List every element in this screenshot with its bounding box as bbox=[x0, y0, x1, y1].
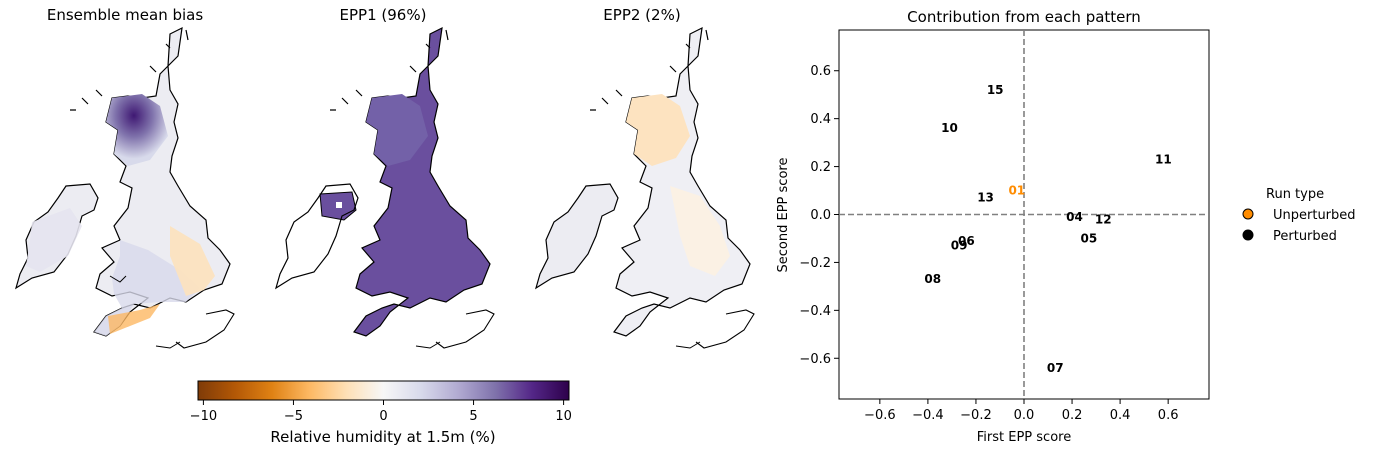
point-label-04: 04 bbox=[1066, 210, 1083, 224]
legend-marker-unperturbed bbox=[1242, 208, 1254, 220]
y-tick-label: 0.0 bbox=[810, 208, 831, 223]
legend: Run type Unperturbed Perturbed bbox=[1242, 187, 1356, 244]
legend-title: Run type bbox=[1266, 187, 1324, 202]
map-ensemble-mean-bias bbox=[14, 26, 235, 349]
point-label-05: 05 bbox=[1081, 231, 1098, 245]
point-label-08: 08 bbox=[924, 272, 941, 286]
point-label-10: 10 bbox=[941, 121, 958, 135]
x-tick-label: 0.2 bbox=[1062, 408, 1083, 423]
y-tick-label: −0.2 bbox=[799, 256, 831, 271]
x-axis-label: First EPP score bbox=[977, 430, 1071, 445]
point-label-13: 13 bbox=[977, 191, 994, 205]
point-label-09: 09 bbox=[951, 239, 968, 253]
x-tick-label: 0.4 bbox=[1110, 408, 1131, 423]
point-label-15: 15 bbox=[987, 83, 1004, 97]
y-tick-label: −0.6 bbox=[799, 352, 831, 367]
legend-marker-perturbed bbox=[1242, 229, 1254, 241]
map-title-epp1: EPP1 (96%) bbox=[339, 6, 427, 24]
map-title-ensemble-mean-bias: Ensemble mean bias bbox=[46, 6, 204, 24]
y-tick-label: −0.4 bbox=[799, 304, 831, 319]
map-epp2 bbox=[534, 26, 755, 349]
y-axis-label: Second EPP score bbox=[776, 158, 791, 273]
map-title-epp2: EPP2 (2%) bbox=[603, 6, 681, 24]
x-tick-label: −0.2 bbox=[960, 408, 992, 423]
y-tick-label: 0.4 bbox=[810, 112, 831, 127]
legend-label-unperturbed: Unperturbed bbox=[1273, 208, 1356, 223]
y-tick-label: 0.6 bbox=[810, 64, 831, 79]
point-label-11: 11 bbox=[1155, 152, 1172, 166]
chart-title: Contribution from each pattern bbox=[907, 8, 1141, 26]
map-epp1 bbox=[274, 26, 495, 349]
point-label-01: 01 bbox=[1008, 184, 1025, 198]
legend-label-perturbed: Perturbed bbox=[1273, 229, 1337, 244]
y-tick-label: 0.2 bbox=[810, 160, 831, 175]
x-tick-label: 0.0 bbox=[1014, 408, 1035, 423]
point-label-07: 07 bbox=[1047, 361, 1064, 375]
x-tick-label: −0.4 bbox=[912, 408, 944, 423]
x-tick-label: 0.6 bbox=[1158, 408, 1179, 423]
point-label-06: 06 bbox=[958, 234, 975, 248]
point-label-12: 12 bbox=[1095, 212, 1112, 226]
x-tick-label: −0.6 bbox=[864, 408, 896, 423]
